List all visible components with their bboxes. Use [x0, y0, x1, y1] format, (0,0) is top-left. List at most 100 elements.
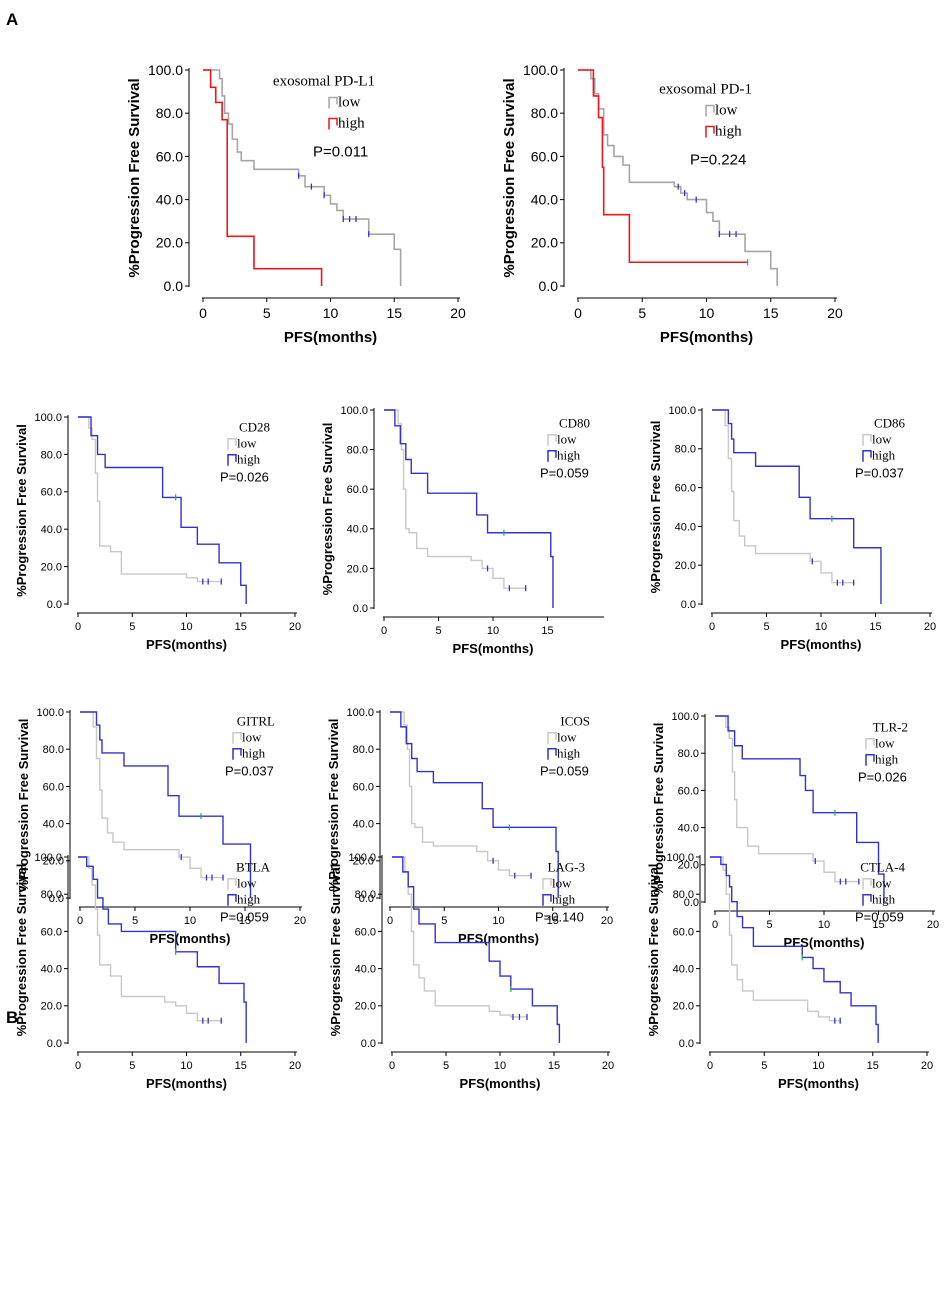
x-tick-label: 15 — [872, 919, 884, 931]
legend-label-low: low — [242, 730, 262, 745]
legend-label-high: high — [552, 892, 576, 907]
x-tick-label: 0 — [712, 919, 718, 931]
legend-label-low: low — [552, 876, 572, 891]
x-axis-label: PFS(months) — [778, 1076, 859, 1091]
y-tick-label: 100.0 — [340, 405, 368, 417]
x-axis-label: PFS(months) — [660, 329, 753, 346]
y-tick-label: 100.0 — [34, 852, 62, 864]
y-tick-label: 60.0 — [353, 781, 374, 793]
km-curve-high — [384, 409, 554, 608]
y-axis-label: %Progression Free Survival — [648, 421, 663, 594]
y-tick-label: 80.0 — [43, 744, 64, 756]
y-tick-label: 100.0 — [666, 852, 694, 864]
y-tick-label: 80.0 — [347, 444, 368, 456]
x-tick-label: 20 — [289, 621, 301, 633]
y-tick-label: 20.0 — [347, 563, 368, 575]
y-tick-label: 20.0 — [43, 856, 64, 868]
y-tick-label: 40.0 — [41, 524, 62, 536]
x-tick-label: 10 — [818, 919, 830, 931]
p-value: P=0.011 — [313, 144, 368, 161]
km-curve-low — [578, 69, 778, 286]
x-tick-label: 10 — [699, 305, 715, 321]
x-tick-label: 10 — [492, 915, 504, 927]
x-axis-label: PFS(months) — [150, 931, 231, 946]
legend-label-high: high — [872, 892, 896, 907]
y-tick-label: 0.0 — [361, 1038, 376, 1050]
x-tick-label: 20 — [601, 915, 613, 927]
x-tick-label: 10 — [184, 915, 196, 927]
y-tick-label: 0.0 — [684, 897, 699, 909]
x-tick-label: 20 — [827, 305, 843, 321]
legend-label-low: low — [872, 432, 892, 447]
y-tick-label: 40.0 — [678, 822, 699, 834]
y-tick-label: 40.0 — [347, 524, 368, 536]
x-tick-label: 5 — [763, 621, 769, 633]
y-axis-label: %Progression Free Survival — [501, 78, 518, 277]
y-tick-label: 80.0 — [678, 748, 699, 760]
km-curve-low — [715, 715, 859, 883]
x-tick-label: 15 — [547, 915, 559, 927]
y-tick-label: 60.0 — [673, 926, 694, 938]
y-tick-label: 0.0 — [164, 278, 184, 294]
legend-swatch-low — [232, 731, 242, 744]
y-tick-label: 40.0 — [673, 963, 694, 975]
p-value: P=0.037 — [225, 764, 274, 779]
y-tick-label: 80.0 — [353, 744, 374, 756]
panel-label-b: B — [6, 1008, 19, 1027]
legend-label-low: low — [715, 103, 738, 119]
legend-label-low: low — [875, 736, 895, 751]
x-tick-label: 15 — [541, 625, 553, 637]
x-axis-label: PFS(months) — [146, 1076, 227, 1091]
legend-label-low: low — [338, 95, 361, 111]
x-tick-label: 15 — [386, 305, 402, 321]
legend-title: LAG-3 — [547, 860, 585, 875]
x-tick-label: 5 — [435, 625, 441, 637]
p-value: P=0.059 — [540, 466, 589, 481]
x-tick-label: 10 — [180, 1060, 192, 1072]
y-tick-label: 40.0 — [353, 818, 374, 830]
y-tick-label: 80.0 — [673, 889, 694, 901]
x-axis-label: PFS(months) — [460, 1076, 541, 1091]
legend-swatch-low — [862, 877, 872, 890]
x-tick-label: 5 — [132, 915, 138, 927]
y-tick-label: 20.0 — [673, 1001, 694, 1013]
km-curve-low — [78, 856, 222, 1022]
legend-swatch-low — [328, 96, 338, 109]
y-axis-label: %Progression Free Survival — [326, 719, 341, 892]
y-tick-label: 100.0 — [36, 707, 64, 719]
km-curve-high — [78, 416, 247, 604]
legend-label-high: high — [237, 892, 261, 907]
x-tick-label: 0 — [199, 305, 207, 321]
km-curve-low — [712, 409, 854, 584]
x-tick-label: 0 — [77, 915, 83, 927]
x-tick-label: 0 — [387, 915, 393, 927]
legend-swatch-high — [227, 453, 237, 466]
y-tick-label: 80.0 — [355, 889, 376, 901]
x-tick-label: 0 — [75, 1060, 81, 1072]
p-value: P=0.140 — [535, 910, 584, 925]
x-tick-label: 15 — [869, 621, 881, 633]
legend-swatch-low — [227, 437, 237, 450]
y-tick-label: 20.0 — [353, 856, 374, 868]
legend-swatch-high — [547, 747, 557, 760]
y-axis-label: %Progression Free Survival — [14, 424, 29, 597]
legend-title: exosomal PD-1 — [659, 82, 752, 98]
y-tick-label: 80.0 — [156, 105, 183, 121]
x-tick-label: 5 — [443, 1060, 449, 1072]
legend-title: GITRL — [237, 714, 275, 729]
legend-swatch-low — [547, 731, 557, 744]
x-axis-label: PFS(months) — [284, 329, 377, 346]
x-tick-label: 5 — [441, 915, 447, 927]
legend-swatch-low — [705, 104, 715, 117]
y-tick-label: 0.0 — [679, 1038, 694, 1050]
y-tick-label: 20.0 — [41, 561, 62, 573]
chart-cd28: 0.0 20.0 40.0 60.0 80.0 100.0 0 5 10 15 20 PFS(mont… — [14, 412, 301, 652]
y-tick-label: 20.0 — [41, 1001, 62, 1013]
x-axis-label: PFS(months) — [781, 637, 862, 652]
km-curve-high — [390, 711, 559, 898]
y-tick-label: 40.0 — [355, 963, 376, 975]
y-tick-label: 100.0 — [346, 707, 374, 719]
